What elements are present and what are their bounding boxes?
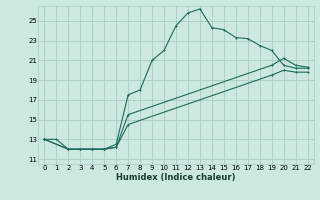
X-axis label: Humidex (Indice chaleur): Humidex (Indice chaleur): [116, 173, 236, 182]
